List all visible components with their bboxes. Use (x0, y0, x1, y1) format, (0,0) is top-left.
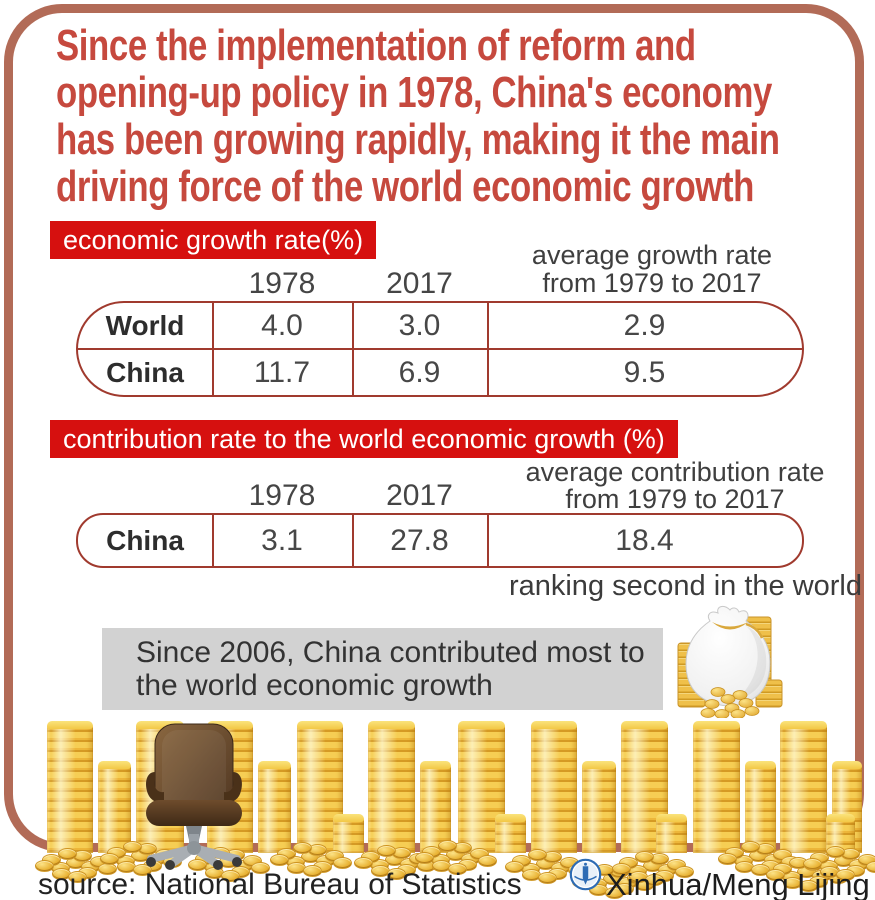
avg-header-line: from 1979 to 2017 (542, 268, 762, 298)
coin (734, 855, 753, 867)
year-header-2017: 2017 (386, 479, 453, 512)
table-cell: 18.4 (615, 524, 674, 557)
coin (834, 855, 853, 867)
ranking-note: ranking second in the world (508, 570, 862, 602)
coin (538, 872, 557, 884)
coin (42, 854, 61, 866)
coin (841, 848, 860, 860)
coin (316, 855, 335, 867)
table-cell-rowname: China (106, 525, 184, 556)
coin (461, 853, 480, 865)
avg-header-line: from 1979 to 2017 (565, 484, 785, 514)
table-cell: 2.9 (623, 309, 666, 342)
coin (415, 852, 434, 864)
office-chair-illustration (146, 723, 242, 870)
coin (543, 851, 562, 863)
table-divider (487, 515, 489, 566)
coin (361, 851, 380, 863)
coin (551, 862, 570, 874)
coin (116, 855, 135, 867)
table-divider (78, 348, 802, 350)
title-line: opening-up policy in 1978, China's econo… (56, 68, 772, 117)
callout-text: Since 2006, China contributed most to (136, 636, 645, 669)
growth-table: World 4.0 3.0 2.9 China 11.7 6.9 9.5 (76, 301, 804, 397)
coin (385, 854, 404, 866)
coin (635, 851, 654, 863)
coin (431, 854, 450, 866)
callout-text: the world economic growth (136, 669, 493, 702)
avg-contribution-header: average contribution rate from 1979 to 2… (487, 459, 863, 513)
coin (90, 856, 109, 868)
credit-text: Xinhua/Meng Lijing (606, 867, 870, 900)
table-cell: 3.1 (261, 524, 303, 557)
title-line: has been growing rapidly, making it the … (56, 115, 780, 164)
title-line: Since the implementation of reform and (56, 21, 696, 70)
avg-growth-header: average growth rate from 1979 to 2017 (487, 241, 817, 297)
section-label-growth: economic growth rate(%) (50, 221, 377, 259)
table-cell: 9.5 (623, 356, 666, 389)
coin (286, 856, 305, 868)
table-cell-rowname: World (105, 310, 185, 341)
year-header-1978: 1978 (248, 267, 316, 300)
xinhua-logo-icon (569, 858, 602, 891)
avg-header-line: average growth rate (531, 240, 773, 270)
callout-box: Since 2006, China contributed most to th… (102, 628, 663, 710)
coin (718, 853, 737, 865)
coin (650, 853, 669, 865)
table-cell: 4.0 (261, 309, 303, 342)
coin (810, 852, 829, 864)
coin (512, 855, 531, 867)
coin (409, 853, 428, 865)
year-header-1978: 1978 (248, 479, 316, 512)
table-cell: 6.9 (398, 356, 441, 389)
coin (536, 858, 555, 870)
coin (764, 854, 783, 866)
main-title: Since the implementation of reform and o… (56, 22, 838, 210)
coin (301, 851, 320, 863)
table-cell-rowname: China (106, 357, 184, 388)
coin (548, 868, 567, 880)
coin (826, 846, 845, 858)
coin (270, 854, 289, 866)
avg-header-line: average contribution rate (525, 457, 825, 487)
coin (521, 863, 540, 875)
section-label-contribution: contribution rate to the world economic … (50, 420, 678, 458)
table-cell: 11.7 (253, 356, 311, 389)
coin (100, 853, 119, 865)
table-divider (352, 515, 354, 566)
coin (522, 869, 541, 881)
coin (478, 855, 497, 867)
table-cell: 27.8 (390, 524, 449, 557)
table-cell: 3.0 (398, 309, 441, 342)
coin (858, 854, 875, 866)
year-header-2017: 2017 (386, 267, 453, 300)
title-line: driving force of the world economic grow… (56, 162, 754, 211)
table-divider (212, 515, 214, 566)
money-bag-illustration (677, 605, 783, 718)
source-text: source: National Bureau of Statistics (38, 868, 522, 900)
contribution-table: China 3.1 27.8 18.4 (76, 513, 804, 568)
